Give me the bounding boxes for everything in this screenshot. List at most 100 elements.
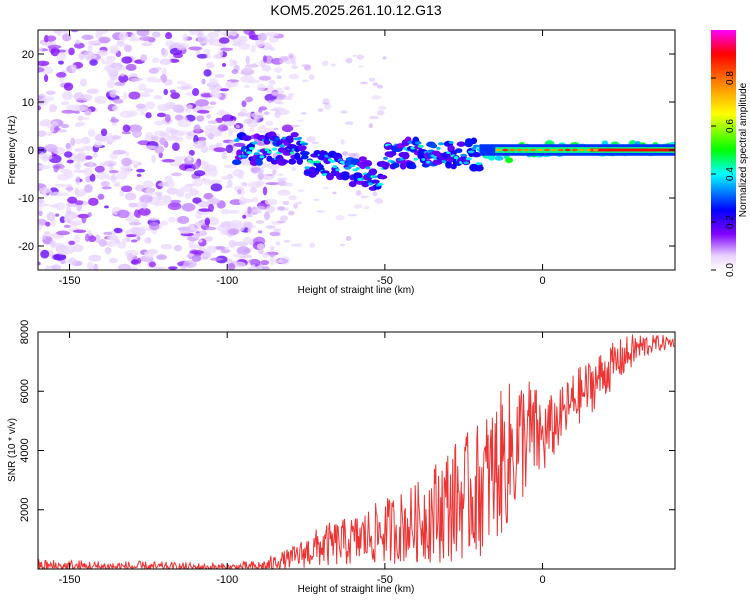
noise-blob — [155, 195, 170, 201]
band-core-blob — [297, 136, 302, 140]
band-blob — [298, 145, 306, 152]
noise-blob — [45, 90, 56, 95]
noise-blob — [288, 73, 300, 80]
band-blob — [389, 150, 397, 156]
noise-blob — [378, 105, 387, 110]
noise-blob — [60, 192, 69, 197]
noise-blob — [110, 173, 117, 183]
noise-blob — [342, 151, 349, 156]
noise-blob — [104, 246, 112, 255]
noise-blob — [124, 192, 137, 201]
noise-blob — [227, 262, 236, 270]
noise-blob — [61, 101, 70, 106]
noise-blob — [188, 188, 199, 196]
band-core-blob — [421, 157, 426, 161]
noise-blob — [88, 197, 99, 206]
noise-blob — [193, 170, 206, 177]
noise-blob — [258, 247, 264, 255]
noise-blob — [154, 78, 163, 83]
noise-blob — [224, 246, 230, 251]
snr-xlabel: Height of straight line (km) — [298, 584, 415, 595]
noise-blob — [352, 54, 357, 57]
noise-blob — [225, 80, 233, 89]
noise-blob — [49, 204, 60, 208]
noise-blob — [220, 175, 234, 180]
noise-blob — [117, 241, 127, 249]
noise-blob — [138, 207, 151, 216]
noise-blob — [268, 79, 276, 86]
band-blob — [454, 148, 463, 154]
noise-blob — [96, 172, 110, 180]
noise-blob — [188, 244, 203, 249]
noise-blob — [112, 105, 119, 112]
noise-blob — [130, 239, 138, 243]
noise-blob — [382, 56, 387, 60]
noise-blob — [66, 159, 74, 164]
noise-blob — [203, 49, 211, 55]
noise-blob — [250, 167, 256, 173]
noise-blob — [84, 155, 93, 160]
noise-blob — [189, 250, 204, 255]
noise-blob — [114, 81, 126, 86]
colorbar-tick-label: 0.4 — [725, 167, 736, 181]
noise-blob — [76, 203, 83, 212]
band-core-blob — [523, 148, 530, 152]
noise-blob — [207, 120, 218, 124]
noise-blob — [232, 261, 246, 268]
noise-blob — [277, 177, 288, 181]
noise-blob — [242, 67, 252, 72]
noise-blob — [93, 263, 99, 270]
spectrogram-ytick-label: 0 — [28, 145, 34, 157]
noise-blob — [269, 245, 275, 253]
noise-blob — [79, 190, 87, 197]
noise-blob — [113, 227, 123, 234]
noise-blob — [296, 119, 304, 122]
noise-blob — [169, 58, 180, 63]
noise-blob — [245, 112, 253, 118]
noise-blob — [141, 42, 153, 47]
noise-blob — [345, 57, 353, 64]
noise-blob — [117, 209, 130, 219]
noise-blob — [163, 88, 169, 96]
band-core-blob — [436, 146, 441, 150]
noise-blob — [159, 137, 167, 145]
noise-blob — [166, 187, 179, 195]
noise-blob — [210, 183, 223, 192]
noise-blob — [63, 224, 71, 228]
noise-blob — [269, 108, 280, 111]
band-blob — [358, 156, 367, 162]
noise-blob — [293, 203, 298, 209]
noise-blob — [161, 48, 169, 57]
noise-blob — [75, 121, 86, 127]
noise-blob — [169, 42, 184, 46]
noise-blob — [130, 77, 144, 82]
noise-blob — [371, 95, 382, 100]
noise-blob — [255, 180, 265, 187]
noise-blob — [111, 122, 117, 126]
noise-blob — [46, 154, 53, 160]
band-core-blob — [253, 152, 260, 156]
noise-blob — [180, 86, 194, 90]
noise-blob — [176, 80, 186, 85]
noise-blob — [209, 77, 218, 86]
noise-blob — [150, 135, 159, 141]
noise-blob — [180, 265, 187, 270]
band-blob — [233, 159, 241, 165]
band-blob — [288, 158, 297, 165]
band-core-blob — [332, 165, 338, 169]
noise-blob — [183, 260, 197, 268]
noise-blob — [170, 92, 180, 100]
snr-xtick-label: 0 — [539, 574, 545, 586]
noise-blob — [148, 261, 156, 268]
noise-blob — [227, 228, 240, 235]
noise-blob — [263, 111, 270, 115]
band-blob — [368, 168, 378, 176]
noise-blob — [272, 169, 277, 175]
noise-blob — [360, 81, 368, 85]
noise-blob — [209, 91, 218, 97]
noise-blob — [209, 168, 218, 177]
noise-blob — [139, 194, 153, 203]
noise-blob — [57, 60, 64, 65]
noise-blob — [249, 127, 255, 133]
